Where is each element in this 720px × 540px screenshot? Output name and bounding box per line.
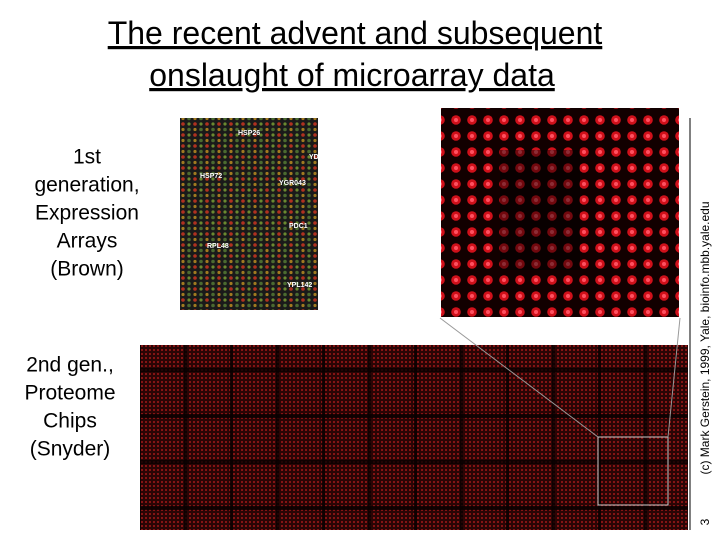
label-line: 1st bbox=[73, 146, 101, 169]
label-line: generation, bbox=[34, 174, 139, 197]
chip-blocks bbox=[140, 345, 688, 530]
section-label: 2nd gen., Proteome Chips (Snyder) bbox=[24, 354, 115, 461]
label-line: Expression bbox=[35, 202, 139, 225]
section-label: 1st generation, Expression Arrays (Brown) bbox=[34, 146, 139, 281]
gene-label: RPL48 bbox=[207, 243, 229, 250]
zoom-line bbox=[439, 317, 599, 438]
title-line: onslaught of microarray data bbox=[149, 57, 555, 93]
zoom-image bbox=[439, 106, 681, 319]
image-labels: HSP26 YDL204 HSP72 YGR043 PDC1 RPL48 YPL142 bbox=[200, 130, 335, 289]
gene-label: YGR043 bbox=[279, 180, 306, 187]
label-line: 2nd gen., bbox=[26, 354, 114, 377]
label-line: Arrays bbox=[57, 230, 118, 253]
expression-array-image: HSP26 YDL204 HSP72 YGR043 PDC1 RPL48 YPL142 bbox=[180, 118, 335, 310]
label-line: Chips bbox=[43, 410, 97, 433]
label-line: (Brown) bbox=[50, 258, 124, 281]
zoomed-array bbox=[439, 106, 681, 319]
label-line: Proteome bbox=[24, 382, 115, 405]
array-image bbox=[180, 118, 318, 310]
zoom-box bbox=[597, 436, 669, 506]
zoom-line bbox=[667, 317, 681, 438]
title-line: The recent advent and subsequent bbox=[108, 15, 603, 51]
gene-label: PDC1 bbox=[289, 223, 308, 230]
label-line: (Snyder) bbox=[30, 438, 111, 461]
gene-label: YDL204 bbox=[309, 154, 335, 161]
gene-label: HSP72 bbox=[200, 173, 222, 180]
zoom-shadow bbox=[500, 150, 580, 270]
gene-label: YPL142 bbox=[287, 282, 312, 289]
title: The recent advent and subsequent onslaug… bbox=[108, 15, 603, 93]
copyright: (c) Mark Gerstein, 1999, Yale, bioinfo.m… bbox=[698, 201, 712, 474]
page-number: 3 bbox=[698, 518, 712, 525]
gene-label: HSP26 bbox=[238, 130, 260, 137]
proteome-chip-image bbox=[140, 317, 688, 530]
